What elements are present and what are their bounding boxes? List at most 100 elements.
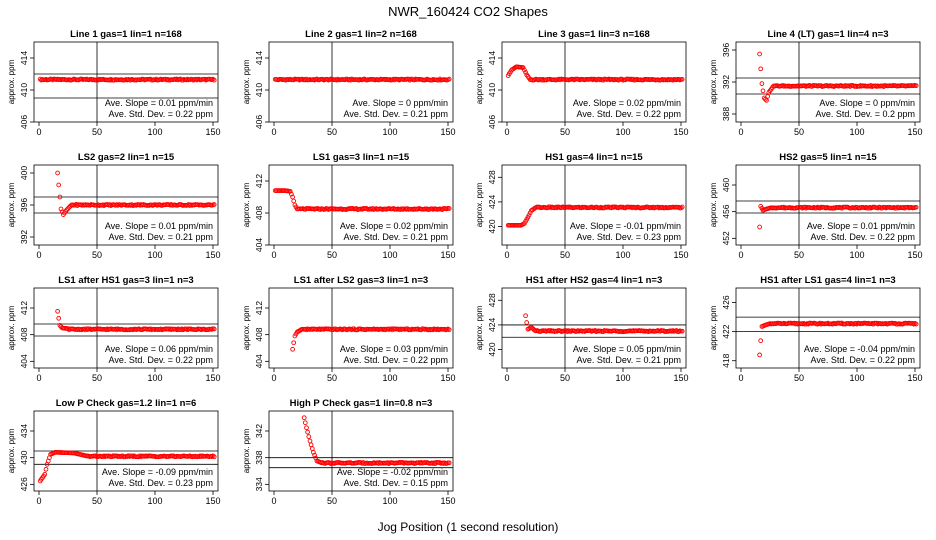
data-points xyxy=(55,170,217,217)
std-dev-annotation: Ave. Std. Dev. = 0.15 ppm xyxy=(344,478,448,488)
panel-7: HS1 gas=4 lin=1 n=15 0 50 100 150 420 424 428ap… xyxy=(475,152,689,260)
y-tick-label: 422 xyxy=(721,324,731,338)
y-axis-label: approx. ppm xyxy=(242,428,251,473)
data-point xyxy=(58,206,64,212)
y-tick-label: 408 xyxy=(19,327,29,341)
y-tick-label: 414 xyxy=(19,51,29,65)
slope-annotation: Ave. Slope = 0.02 ppm/min xyxy=(573,98,681,108)
y-axis-label: approx. ppm xyxy=(7,305,16,350)
std-dev-annotation: Ave. Std. Dev. = 0.22 ppm xyxy=(109,109,213,119)
data-points xyxy=(37,449,217,484)
plot-frame xyxy=(735,287,921,369)
plot-frame xyxy=(268,410,454,492)
panel-title: Line 3 gas=1 lin=3 n=168 xyxy=(538,29,650,40)
y-axis-label: approx. ppm xyxy=(7,428,16,473)
y-tick-label: 342 xyxy=(254,424,264,438)
y-tick-label: 412 xyxy=(19,301,29,315)
data-point xyxy=(913,204,919,210)
data-point xyxy=(43,466,49,472)
data-point xyxy=(679,77,685,82)
slope-annotation: Ave. Slope = -0.02 ppm/min xyxy=(337,467,448,477)
data-point xyxy=(287,189,293,194)
y-tick-label: 426 xyxy=(19,477,29,491)
data-point xyxy=(678,205,684,211)
y-axis-label: approx. ppm xyxy=(475,59,484,104)
x-tick-label: 150 xyxy=(907,127,922,137)
y-tick-label: 406 xyxy=(19,115,29,129)
x-tick-label: 150 xyxy=(673,127,688,137)
std-dev-annotation: Ave. Std. Dev. = 0.2 ppm xyxy=(816,109,915,119)
slope-annotation: Ave. Slope = 0 ppm/min xyxy=(352,98,448,108)
y-axis-label: approx. ppm xyxy=(7,59,16,104)
data-points xyxy=(505,204,685,228)
panel-8: HS2 gas=5 lin=1 n=15 0 50 100 150 452 456 460ap… xyxy=(709,152,923,260)
data-point xyxy=(42,471,48,477)
y-tick-label: 406 xyxy=(254,115,264,129)
std-dev-annotation: Ave. Std. Dev. = 0.22 ppm xyxy=(344,355,448,365)
panel-grid: Line 1 gas=1 lin=1 n=168 0 50 100 150 406 410 4… xyxy=(7,29,923,506)
data-point xyxy=(679,328,685,334)
x-tick-label: 50 xyxy=(327,250,337,260)
data-point xyxy=(301,415,307,421)
panel-11: HS1 after HS2 gas=4 lin=1 n=3 0 50 100 150 42… xyxy=(475,275,689,383)
x-tick-label: 50 xyxy=(327,373,337,383)
y-tick-label: 396 xyxy=(19,198,29,212)
data-points xyxy=(505,64,685,83)
panel-title: HS1 after HS2 gas=4 lin=1 n=3 xyxy=(526,275,663,286)
data-point xyxy=(446,327,452,333)
x-tick-label: 0 xyxy=(504,127,509,137)
data-points xyxy=(301,415,452,466)
y-tick-label: 406 xyxy=(487,115,497,129)
data-point xyxy=(757,224,762,230)
x-tick-label: 150 xyxy=(205,373,220,383)
y-tick-label: 452 xyxy=(721,231,731,245)
x-tick-label: 50 xyxy=(560,127,570,137)
x-tick-label: 0 xyxy=(738,250,743,260)
x-tick-label: 150 xyxy=(673,373,688,383)
y-tick-label: 412 xyxy=(254,174,264,188)
data-point xyxy=(523,313,528,319)
panel-title: HS2 gas=5 lin=1 n=15 xyxy=(779,152,877,163)
y-tick-label: 428 xyxy=(487,293,497,307)
y-tick-label: 430 xyxy=(19,450,29,464)
panel-1: Line 1 gas=1 lin=1 n=168 0 50 100 150 406 410 4… xyxy=(7,29,221,137)
slope-annotation: Ave. Slope = 0.02 ppm/min xyxy=(340,221,448,231)
y-axis-label: approx. ppm xyxy=(242,182,251,227)
data-point xyxy=(527,210,533,216)
std-dev-annotation: Ave. Std. Dev. = 0.22 ppm xyxy=(109,355,213,365)
data-point xyxy=(522,67,527,73)
x-tick-label: 0 xyxy=(504,250,509,260)
data-point xyxy=(520,65,526,70)
data-point xyxy=(291,340,297,346)
slope-annotation: Ave. Slope = 0 ppm/min xyxy=(819,98,915,108)
y-axis-label: approx. ppm xyxy=(709,305,718,350)
slope-annotation: Ave. Slope = 0.03 ppm/min xyxy=(340,344,448,354)
y-tick-label: 460 xyxy=(721,178,731,192)
slope-annotation: Ave. Slope = 0.01 ppm/min xyxy=(105,221,213,231)
slope-annotation: Ave. Slope = -0.01 ppm/min xyxy=(570,221,681,231)
x-tick-label: 0 xyxy=(271,127,276,137)
data-points xyxy=(290,326,452,352)
y-tick-label: 414 xyxy=(487,51,497,65)
data-point xyxy=(526,212,532,218)
y-tick-label: 338 xyxy=(254,450,264,464)
x-tick-label: 100 xyxy=(147,496,162,506)
data-point xyxy=(289,191,294,197)
data-point xyxy=(313,455,319,461)
data-point xyxy=(308,442,314,448)
x-tick-label: 100 xyxy=(382,496,397,506)
x-tick-label: 50 xyxy=(794,250,804,260)
std-dev-annotation: Ave. Std. Dev. = 0.21 ppm xyxy=(344,232,448,242)
data-point xyxy=(302,420,308,426)
data-points xyxy=(55,308,217,333)
panel-title: LS2 gas=2 lin=1 n=15 xyxy=(78,152,175,163)
x-tick-label: 50 xyxy=(327,127,337,137)
x-tick-label: 100 xyxy=(615,127,630,137)
y-axis-label: approx. ppm xyxy=(242,59,251,104)
plot-frame xyxy=(33,41,219,123)
slope-annotation: Ave. Slope = 0.01 ppm/min xyxy=(807,221,915,231)
x-tick-label: 0 xyxy=(271,250,276,260)
y-tick-label: 396 xyxy=(721,43,731,57)
std-dev-annotation: Ave. Std. Dev. = 0.22 ppm xyxy=(577,109,681,119)
data-point xyxy=(446,206,452,211)
